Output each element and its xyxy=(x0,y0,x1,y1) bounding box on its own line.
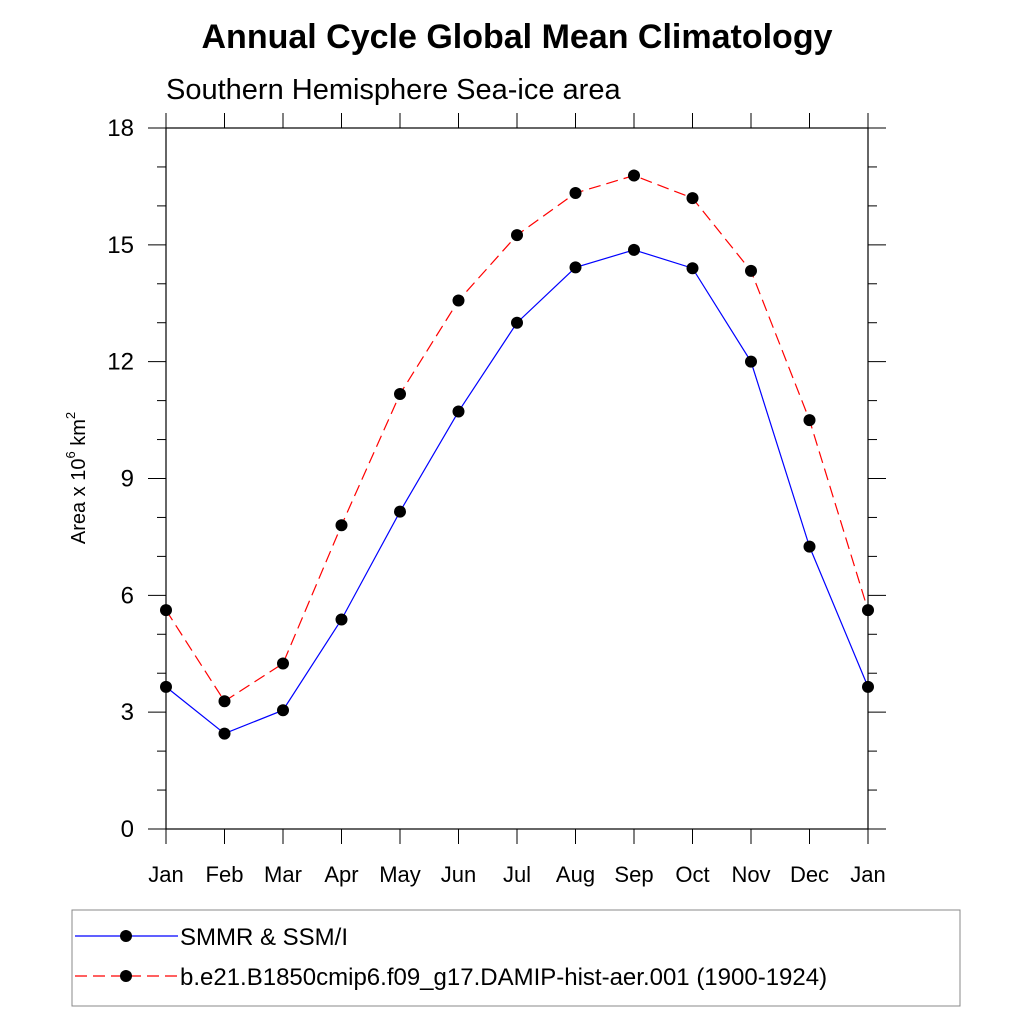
data-point xyxy=(511,316,523,329)
data-point xyxy=(277,657,289,670)
y-tick-label: 15 xyxy=(107,232,134,259)
y-axis-label-sup2: 2 xyxy=(63,412,78,419)
y-tick-label: 18 xyxy=(107,115,134,142)
chart-title: Annual Cycle Global Mean Climatology xyxy=(202,18,833,56)
y-axis-label-text: Area x 10 xyxy=(68,459,90,545)
legend-label-0: SMMR & SSM/I xyxy=(180,924,348,951)
data-point xyxy=(686,192,699,205)
data-point xyxy=(803,540,816,553)
x-tick-label: May xyxy=(379,862,421,887)
x-tick-label: Oct xyxy=(675,862,709,887)
chart-subtitle: Southern Hemisphere Sea-ice area xyxy=(166,74,621,106)
data-point xyxy=(218,695,231,708)
data-point xyxy=(160,604,172,617)
data-point xyxy=(277,704,289,717)
data-point xyxy=(862,680,874,693)
data-point xyxy=(160,680,172,693)
y-tick-label: 3 xyxy=(121,699,134,726)
y-tick-label: 0 xyxy=(121,816,134,843)
series-layer xyxy=(160,169,874,740)
legend-box xyxy=(71,909,961,1007)
data-point xyxy=(394,387,406,400)
data-point xyxy=(745,355,757,368)
x-tick-label: Jan xyxy=(148,862,183,887)
data-point xyxy=(686,262,699,275)
plot-axes: 0 3 6 9 12 15 18 Jan Feb Mar Apr May Jun Jul Aug Sep Oct… xyxy=(107,113,886,887)
x-tick-label: Feb xyxy=(206,862,244,887)
data-point xyxy=(335,519,348,532)
data-point xyxy=(569,187,582,200)
y-axis-label-sup1: 6 xyxy=(63,451,78,458)
data-point xyxy=(335,613,348,626)
data-point xyxy=(862,604,874,617)
data-point xyxy=(628,243,640,256)
x-tick-label: Jul xyxy=(503,862,531,887)
legend-label-1: b.e21.B1850cmip6.f09_g17.DAMIP-hist-aer.… xyxy=(180,964,827,991)
data-point xyxy=(803,414,816,427)
data-point xyxy=(745,264,757,277)
y-tick-label: 6 xyxy=(121,582,134,609)
legend: SMMR & SSM/I b.e21.B1850cmip6.f09_g17.DAM… xyxy=(75,924,827,991)
y-axis-label-mid: km xyxy=(68,419,90,451)
data-point xyxy=(452,294,465,307)
x-tick-label: Mar xyxy=(264,862,302,887)
data-point xyxy=(511,229,523,242)
y-axis-label: Area x 106 km2 xyxy=(63,412,90,544)
legend-marker-0 xyxy=(120,930,132,942)
y-tick-label: 9 xyxy=(121,466,134,493)
data-point xyxy=(218,727,231,740)
data-point xyxy=(569,261,582,274)
x-tick-label: Aug xyxy=(556,862,595,887)
x-tick-label: Jan xyxy=(850,862,885,887)
data-point xyxy=(452,405,465,418)
x-tick-label: Sep xyxy=(614,862,653,887)
data-point xyxy=(628,169,640,182)
x-tick-label: Dec xyxy=(790,862,829,887)
x-tick-label: Apr xyxy=(324,862,358,887)
legend-marker-1 xyxy=(120,970,132,982)
x-tick-label: Nov xyxy=(731,862,770,887)
x-tick-label: Jun xyxy=(441,862,476,887)
series-line-1 xyxy=(165,174,869,703)
data-point xyxy=(394,505,406,518)
y-tick-label: 12 xyxy=(107,349,134,376)
